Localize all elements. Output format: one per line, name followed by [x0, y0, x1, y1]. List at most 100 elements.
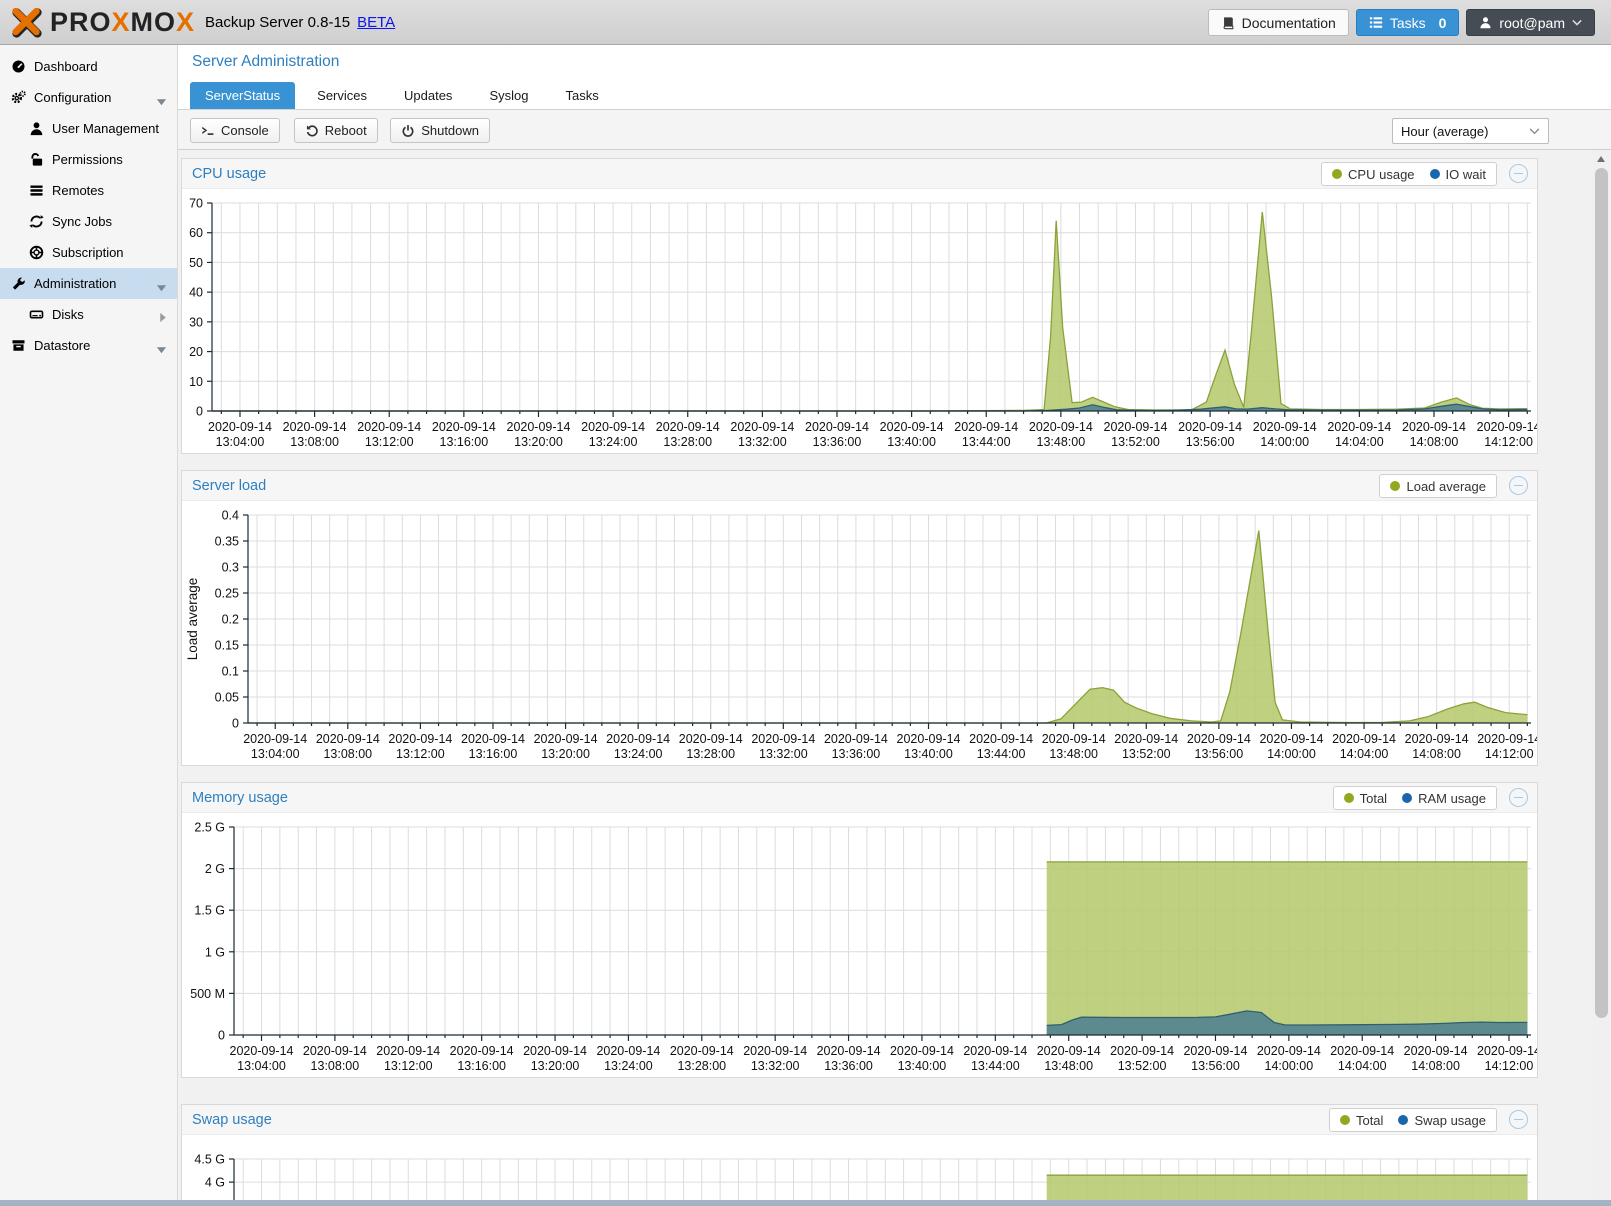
chart-canvas-load: 00.050.10.150.20.250.30.350.4Load averag…: [182, 501, 1537, 765]
sidebar-item-label: Subscription: [52, 245, 124, 260]
legend-item[interactable]: Load average: [1390, 479, 1486, 494]
sidebar-item-subscription[interactable]: Subscription: [0, 237, 177, 268]
sidebar-item-configuration[interactable]: Configuration: [0, 82, 177, 113]
expander-down-icon[interactable]: [156, 280, 167, 295]
timeframe-select[interactable]: Hour (average): [1392, 118, 1549, 144]
svg-text:2020-09-14: 2020-09-14: [963, 1044, 1027, 1058]
sidebar-item-datastore[interactable]: Datastore: [0, 330, 177, 361]
svg-text:13:16:00: 13:16:00: [469, 747, 518, 761]
tasks-button[interactable]: Tasks 0: [1356, 9, 1460, 36]
tab-services[interactable]: Services: [302, 82, 382, 109]
svg-text:13:04:00: 13:04:00: [216, 435, 265, 449]
svg-text:13:40:00: 13:40:00: [898, 1059, 947, 1073]
tab-serverstatus[interactable]: ServerStatus: [190, 82, 295, 109]
scrollbar-thumb[interactable]: [1595, 168, 1608, 1018]
svg-text:Load average: Load average: [185, 578, 200, 661]
svg-text:2020-09-14: 2020-09-14: [303, 1044, 367, 1058]
svg-text:0.1: 0.1: [222, 665, 239, 679]
chart-legend: CPU usage IO wait: [1321, 162, 1497, 186]
svg-text:0.3: 0.3: [222, 561, 239, 575]
console-button[interactable]: Console: [190, 118, 280, 143]
tab-tasks[interactable]: Tasks: [550, 82, 613, 109]
legend-label: Load average: [1406, 479, 1486, 494]
svg-text:0.2: 0.2: [222, 613, 239, 627]
collapse-panel-icon[interactable]: [1509, 476, 1528, 495]
svg-text:2020-09-14: 2020-09-14: [1477, 732, 1537, 746]
sidebar-item-remotes[interactable]: Remotes: [0, 175, 177, 206]
legend-item[interactable]: Total: [1340, 1113, 1383, 1128]
svg-text:14:04:00: 14:04:00: [1340, 747, 1389, 761]
legend-item[interactable]: IO wait: [1430, 167, 1486, 182]
reboot-button[interactable]: Reboot: [294, 118, 378, 143]
documentation-label: Documentation: [1242, 15, 1336, 31]
svg-text:2020-09-14: 2020-09-14: [730, 420, 794, 434]
scroll-up-arrow-icon[interactable]: [1593, 152, 1609, 166]
legend-label: Total: [1356, 1113, 1383, 1128]
sidebar-item-user-management[interactable]: User Management: [0, 113, 177, 144]
vertical-scrollbar[interactable]: [1593, 150, 1609, 1200]
svg-text:2020-09-14: 2020-09-14: [1253, 420, 1317, 434]
svg-text:2020-09-14: 2020-09-14: [679, 732, 743, 746]
legend-item[interactable]: Swap usage: [1398, 1113, 1486, 1128]
svg-text:13:52:00: 13:52:00: [1122, 747, 1171, 761]
user-menu-button[interactable]: root@pam: [1466, 9, 1595, 36]
svg-text:13:12:00: 13:12:00: [384, 1059, 433, 1073]
svg-text:0.25: 0.25: [215, 587, 239, 601]
collapse-panel-icon[interactable]: [1509, 788, 1528, 807]
svg-text:14:08:00: 14:08:00: [1411, 1059, 1460, 1073]
svg-text:2 G: 2 G: [205, 862, 225, 876]
svg-text:13:56:00: 13:56:00: [1191, 1059, 1240, 1073]
sidebar-item-label: Disks: [52, 307, 84, 322]
sidebar-item-permissions[interactable]: Permissions: [0, 144, 177, 175]
svg-text:50: 50: [189, 256, 203, 270]
expander-right-icon[interactable]: [159, 311, 167, 326]
expander-down-icon[interactable]: [156, 342, 167, 357]
collapse-panel-icon[interactable]: [1509, 1110, 1528, 1129]
svg-text:13:20:00: 13:20:00: [531, 1059, 580, 1073]
reboot-icon: [305, 124, 319, 138]
svg-text:2020-09-14: 2020-09-14: [1187, 732, 1251, 746]
chevron-down-icon: [1529, 128, 1540, 135]
svg-text:2020-09-14: 2020-09-14: [897, 732, 961, 746]
legend-item[interactable]: Total: [1344, 791, 1387, 806]
shutdown-button[interactable]: Shutdown: [390, 118, 490, 143]
proxmox-wordmark: PROXMOX: [50, 7, 195, 38]
svg-text:2.5 G: 2.5 G: [194, 821, 225, 835]
chart-legend: Total RAM usage: [1333, 786, 1497, 810]
tab-updates[interactable]: Updates: [389, 82, 467, 109]
svg-text:2020-09-14: 2020-09-14: [1259, 732, 1323, 746]
tab-syslog[interactable]: Syslog: [474, 82, 543, 109]
expander-down-icon[interactable]: [156, 94, 167, 109]
svg-text:13:28:00: 13:28:00: [663, 435, 712, 449]
sidebar-item-label: Dashboard: [34, 59, 98, 74]
svg-text:2020-09-14: 2020-09-14: [1332, 732, 1396, 746]
svg-text:2020-09-14: 2020-09-14: [1183, 1044, 1247, 1058]
charts-scroll-region: CPU usageCPU usageIO wait010203040506070…: [178, 150, 1611, 1200]
documentation-button[interactable]: Documentation: [1208, 9, 1349, 36]
svg-text:14:12:00: 14:12:00: [1485, 1059, 1534, 1073]
sidebar-item-dashboard[interactable]: Dashboard: [0, 51, 177, 82]
user-icon: [29, 121, 44, 136]
legend-item[interactable]: RAM usage: [1402, 791, 1486, 806]
chart-panel-load: Server loadLoad average00.050.10.150.20.…: [181, 470, 1538, 766]
sidebar-item-disks[interactable]: Disks: [0, 299, 177, 330]
sidebar-item-sync-jobs[interactable]: Sync Jobs: [0, 206, 177, 237]
svg-text:13:28:00: 13:28:00: [677, 1059, 726, 1073]
sidebar-item-label: Administration: [34, 276, 116, 291]
svg-text:2020-09-14: 2020-09-14: [1327, 420, 1391, 434]
svg-text:2020-09-14: 2020-09-14: [1404, 1044, 1468, 1058]
sidebar-item-administration[interactable]: Administration: [0, 268, 177, 299]
chart-canvas-swap: 0500 M1 G1.5 G2 G2.5 G3 G3.5 G4 G4.5 G20…: [182, 1135, 1537, 1200]
task-list-icon: [1369, 16, 1383, 29]
svg-text:2020-09-14: 2020-09-14: [230, 1044, 294, 1058]
app-subtitle: Backup Server 0.8-15: [205, 14, 350, 31]
beta-link[interactable]: BETA: [357, 14, 395, 31]
collapse-panel-icon[interactable]: [1509, 164, 1528, 183]
chart-title: Server load: [192, 478, 266, 494]
svg-text:2020-09-14: 2020-09-14: [824, 732, 888, 746]
legend-item[interactable]: CPU usage: [1332, 167, 1414, 182]
svg-text:2020-09-14: 2020-09-14: [1114, 732, 1178, 746]
chart-canvas-cpu: 0102030405060702020-09-1413:04:002020-09…: [182, 189, 1537, 453]
svg-text:0: 0: [218, 1029, 225, 1043]
svg-text:2020-09-14: 2020-09-14: [1037, 1044, 1101, 1058]
